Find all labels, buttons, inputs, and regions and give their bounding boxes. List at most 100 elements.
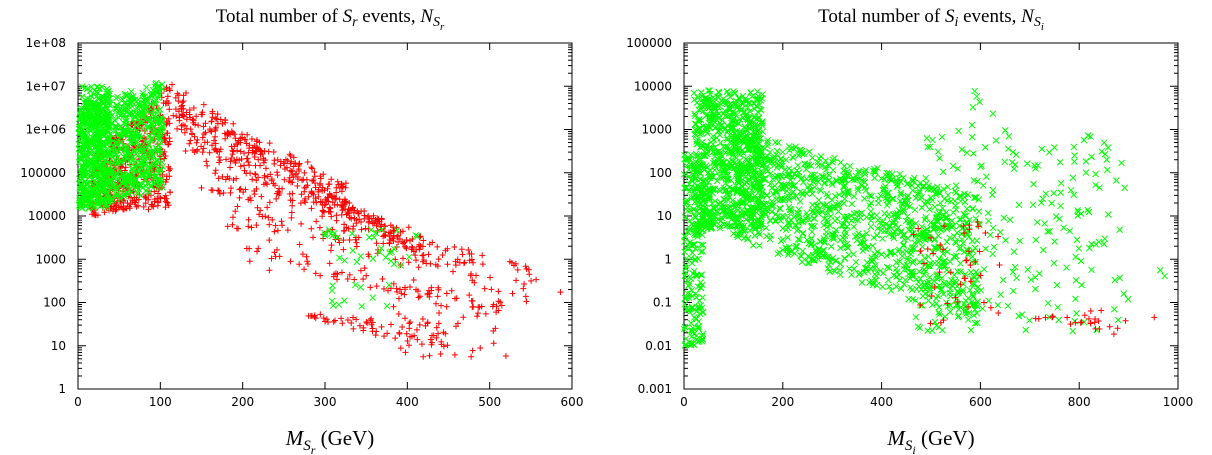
chart-right-point-green <box>855 270 863 278</box>
chart-left-point-red <box>165 141 172 148</box>
chart-right-point-green <box>1031 162 1038 169</box>
chart-right-point-green <box>732 118 739 126</box>
chart-right-point-green <box>982 173 990 181</box>
chart-right-point-green <box>688 220 696 228</box>
chart-right-point-green <box>682 305 690 313</box>
chart-left-point-red <box>165 141 172 148</box>
chart-right-point-green <box>730 88 737 95</box>
chart-right-point-green <box>845 251 853 259</box>
chart-left-point-red <box>186 111 193 118</box>
chart-left-point-red <box>453 323 460 330</box>
chart-right-point-green <box>1050 259 1058 267</box>
chart-left-point-red <box>436 310 443 317</box>
chart-right-point-green <box>727 124 735 132</box>
chart-right-point-green <box>680 325 688 333</box>
chart-right-point-green <box>752 145 760 153</box>
chart-left-point-green <box>87 201 95 209</box>
chart-right-point-green <box>686 225 694 232</box>
chart-right-point-green <box>904 256 912 264</box>
chart-right-point-green <box>903 202 911 210</box>
chart-right-point-green <box>1008 158 1016 166</box>
chart-left-point-red <box>413 326 420 333</box>
chart-right-point-red <box>940 246 947 253</box>
chart-left-point-red <box>333 195 340 202</box>
chart-left-point-red <box>209 108 216 115</box>
chart-left-point-red <box>361 207 368 214</box>
chart-right-point-green <box>697 89 705 96</box>
chart-right-point-green <box>1033 218 1041 226</box>
chart-right-point-green <box>973 319 981 327</box>
chart-right-point-green <box>700 214 708 222</box>
chart-right-point-green <box>689 293 696 300</box>
chart-left-point-red <box>514 266 521 273</box>
chart-right-point-green <box>944 268 952 276</box>
chart-right-point-green <box>846 162 854 170</box>
chart-left-point-red <box>255 156 262 163</box>
chart-left-point-red <box>308 164 315 171</box>
chart-right-point-green <box>728 102 735 109</box>
chart-left-point-red <box>440 329 447 336</box>
chart-left-point-red <box>351 276 358 283</box>
chart-right-point-green <box>695 304 703 312</box>
chart-left-point-green <box>96 128 104 135</box>
chart-left-point-red <box>468 353 475 360</box>
chart-right-point-green <box>875 199 882 207</box>
chart-left-point-green <box>107 108 114 116</box>
chart-right-ytick-label: 10000 <box>634 79 672 93</box>
chart-right-point-green <box>939 204 946 212</box>
chart-right-point-green <box>744 177 752 184</box>
chart-left-point-red <box>426 352 433 359</box>
chart-left-ytick-label: 10000 <box>28 209 66 223</box>
chart-left-point-green <box>105 178 112 186</box>
chart-left-point-green <box>100 194 107 202</box>
chart-left-point-red <box>201 139 208 146</box>
chart-left-point-green <box>82 104 90 112</box>
chart-right-point-green <box>929 136 936 144</box>
chart-left-point-red <box>399 323 406 330</box>
chart-left-point-red <box>466 292 473 299</box>
chart-left-point-red <box>219 173 226 180</box>
chart-right-point-green <box>954 165 961 173</box>
chart-left-point-red <box>216 154 223 161</box>
chart-right-point-green <box>848 217 855 224</box>
chart-right-point-green <box>876 219 884 226</box>
chart-right-point-green <box>739 190 746 197</box>
chart-right-point-green <box>725 205 733 212</box>
chart-right-xtick-label: 1000 <box>1163 395 1194 409</box>
chart-left-point-red <box>353 316 360 323</box>
chart-right-point-green <box>869 167 877 175</box>
chart-left-point-green <box>124 183 132 191</box>
chart-right-point-green <box>922 174 930 182</box>
chart-left-point-red <box>234 203 241 210</box>
chart-right-point-green <box>701 200 709 207</box>
chart-right-point-green <box>970 281 978 288</box>
chart-left-point-green <box>153 172 160 180</box>
chart-left-point-red <box>420 353 427 360</box>
chart-right-point-green <box>776 205 784 213</box>
chart-left-point-green <box>92 104 100 111</box>
chart-left-point-red <box>257 207 264 214</box>
chart-left-point-red <box>367 284 374 291</box>
chart-right-point-green <box>1031 273 1039 281</box>
chart-right-point-green <box>717 139 724 147</box>
chart-right-point-green <box>746 176 754 184</box>
chart-right-point-green <box>970 177 978 184</box>
chart-right-point-green <box>955 290 962 297</box>
chart-left-point-green <box>81 182 89 190</box>
chart-right-point-green <box>707 113 715 121</box>
chart-left-point-green <box>77 111 85 119</box>
chart-left-point-green <box>132 176 140 183</box>
chart-right-point-green <box>739 200 746 208</box>
chart-right-point-red <box>975 223 982 230</box>
chart-right-point-green <box>989 224 997 232</box>
chart-left-point-red <box>167 189 174 196</box>
chart-left-point-red <box>204 162 211 169</box>
chart-right-point-green <box>777 172 784 180</box>
chart-right-point-red <box>965 303 972 310</box>
chart-left-point-red <box>364 320 371 327</box>
chart-left-point-red <box>180 98 187 105</box>
chart-right-point-green <box>854 184 861 192</box>
chart-right-point-green <box>766 180 774 188</box>
chart-right-point-green <box>794 172 801 180</box>
